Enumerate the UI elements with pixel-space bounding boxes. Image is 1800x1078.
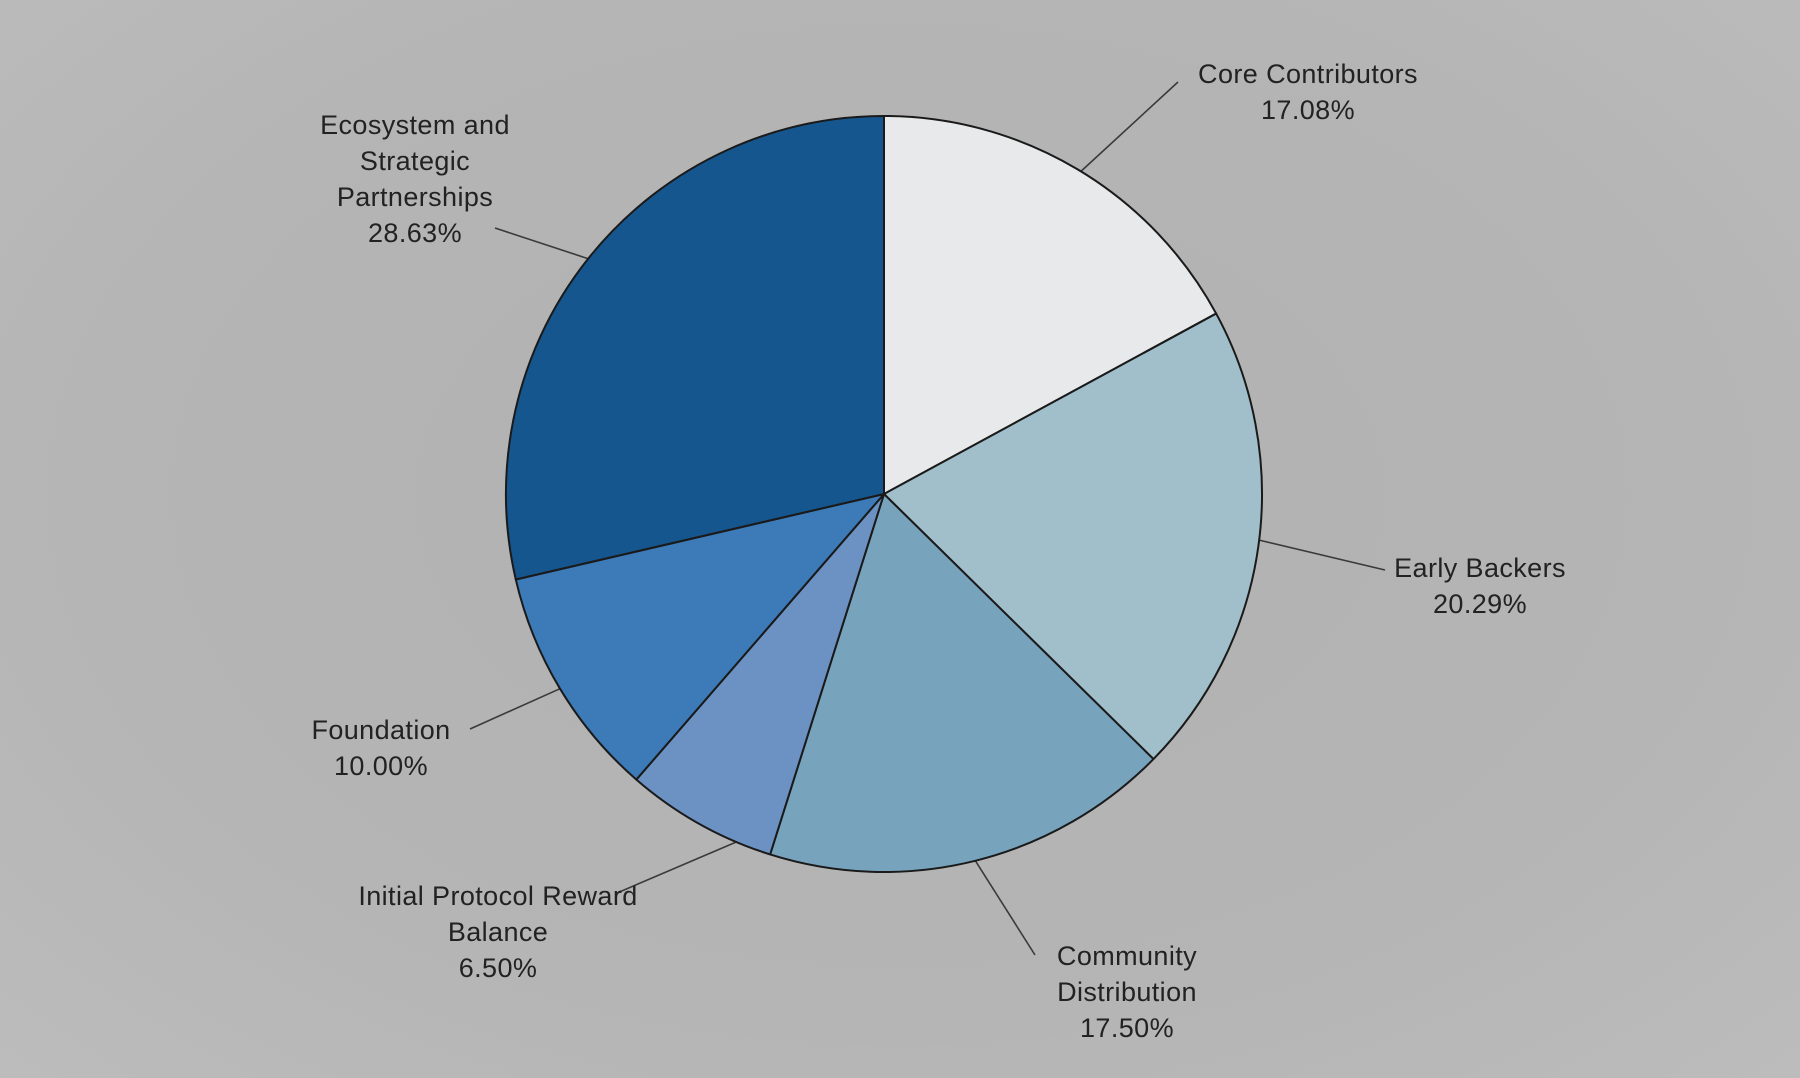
pie-slice-3 <box>635 493 885 856</box>
slice-percent: 10.00% <box>334 751 428 781</box>
slice-label-community-distribution: Community Distribution 17.50% <box>992 938 1262 1046</box>
leader-line-1 <box>1259 539 1386 571</box>
pie-slice-0 <box>883 115 1218 495</box>
pie-slice-4 <box>514 493 885 781</box>
slice-label-early-backers: Early Backers 20.29% <box>1394 550 1566 622</box>
slice-percent: 6.50% <box>458 953 538 983</box>
pie-slice-1 <box>883 312 1263 761</box>
slice-percent: 20.29% <box>1433 589 1527 619</box>
leader-line-3 <box>616 841 737 894</box>
slice-label-ecosystem-and-strategic-partnerships: Ecosystem and Strategic Partnerships 28.… <box>295 107 535 251</box>
slice-percent: 17.50% <box>1080 1013 1174 1043</box>
leader-lines <box>469 81 1386 956</box>
slice-name: Initial Protocol Reward Balance <box>358 881 638 947</box>
slice-name: Community Distribution <box>1056 941 1198 1007</box>
slice-label-foundation: Foundation 10.00% <box>311 712 450 784</box>
leader-line-0 <box>1080 81 1179 172</box>
slice-name: Core Contributors <box>1198 59 1418 89</box>
leader-line-5 <box>494 227 589 260</box>
slice-name: Early Backers <box>1394 553 1566 583</box>
slice-label-core-contributors: Core Contributors 17.08% <box>1198 56 1418 128</box>
pie-slice-2 <box>769 493 1155 873</box>
leader-line-2 <box>974 860 1036 956</box>
pie-slices <box>505 115 1263 873</box>
pie-slice-5 <box>505 115 885 581</box>
slice-label-initial-protocol-reward-balance: Initial Protocol Reward Balance 6.50% <box>353 878 643 986</box>
leader-line-4 <box>469 687 561 730</box>
slice-name: Foundation <box>311 715 451 745</box>
slice-percent: 17.08% <box>1261 95 1355 125</box>
slice-percent: 28.63% <box>368 218 462 248</box>
slice-name: Ecosystem and Strategic Partnerships <box>320 110 510 212</box>
